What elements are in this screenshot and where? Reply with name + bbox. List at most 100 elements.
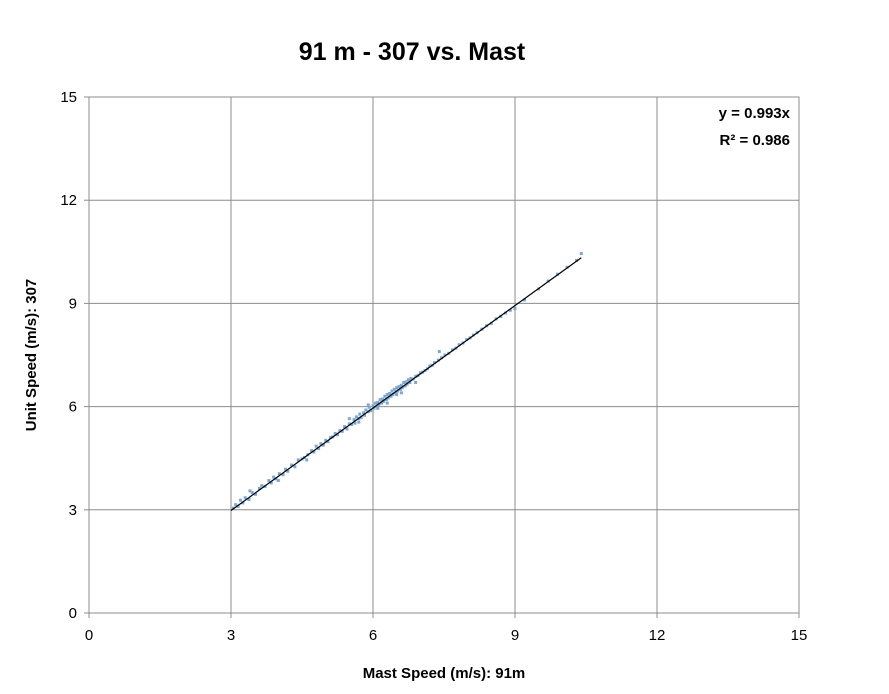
data-point	[364, 408, 368, 412]
data-point	[338, 429, 342, 433]
data-point	[362, 413, 366, 417]
data-point	[309, 449, 313, 453]
y-tick-label: 0	[69, 605, 77, 622]
data-point	[236, 504, 240, 508]
data-point	[428, 364, 432, 368]
y-axis-label: Unit Speed (m/s): 307	[23, 279, 40, 432]
data-point	[436, 358, 440, 362]
trendline	[230, 257, 582, 512]
data-point	[575, 258, 579, 262]
data-point	[399, 383, 403, 387]
data-point	[395, 386, 399, 390]
data-point	[372, 406, 376, 410]
tick-labels: 0 3 6 9 12 15 0 3 6 9 12 15	[60, 89, 807, 644]
data-point	[465, 338, 469, 342]
data-point	[376, 400, 380, 404]
data-point	[324, 438, 328, 442]
data-point	[317, 447, 321, 451]
data-point	[260, 484, 264, 488]
data-point	[250, 491, 254, 495]
data-point	[399, 391, 403, 395]
data-point	[513, 307, 517, 311]
data-point	[402, 381, 406, 385]
data-point	[437, 350, 441, 354]
data-point	[418, 371, 422, 375]
data-point	[362, 411, 366, 415]
y-tick-label: 12	[60, 192, 77, 209]
trendline-group	[230, 257, 582, 512]
data-point	[296, 458, 300, 462]
data-point	[407, 378, 410, 382]
data-point	[391, 393, 395, 397]
x-tick-label: 12	[649, 627, 666, 644]
data-point	[283, 467, 287, 471]
data-point	[343, 425, 347, 429]
chart-title: 91 m - 307 vs. Mast	[299, 38, 526, 66]
data-point	[396, 389, 400, 393]
data-point	[243, 496, 247, 500]
data-point	[451, 348, 455, 352]
y-tick-label: 6	[69, 399, 77, 416]
data-point	[274, 477, 278, 481]
data-points	[231, 252, 583, 510]
x-tick-label: 9	[511, 627, 519, 644]
data-point	[381, 399, 385, 403]
data-point	[389, 394, 393, 398]
y-tick-label: 3	[69, 502, 77, 519]
data-point	[267, 479, 271, 483]
data-point	[380, 397, 384, 401]
data-point	[457, 343, 461, 347]
data-point	[328, 436, 332, 440]
x-tick-label: 15	[791, 627, 808, 644]
data-point	[290, 463, 294, 467]
data-point	[321, 443, 325, 447]
data-point	[414, 381, 418, 385]
x-axis-label: Mast Speed (m/s): 91m	[363, 665, 526, 682]
data-point	[277, 472, 281, 476]
data-point	[286, 469, 290, 473]
data-point	[376, 406, 380, 410]
data-point	[314, 444, 318, 448]
data-point	[358, 412, 362, 416]
x-tick-label: 3	[227, 627, 235, 644]
data-point	[394, 391, 398, 395]
data-point	[350, 422, 354, 426]
data-point	[257, 486, 261, 490]
plot-area-frame	[88, 96, 800, 614]
data-point	[375, 405, 379, 409]
data-point	[385, 393, 389, 397]
data-point	[508, 308, 512, 312]
data-point	[357, 420, 361, 424]
data-point	[385, 401, 389, 405]
data-point	[340, 429, 344, 433]
data-point	[443, 353, 447, 357]
data-point	[248, 489, 252, 493]
data-point	[373, 401, 377, 405]
data-point	[398, 387, 402, 391]
data-point	[281, 473, 285, 477]
trendline-equation: y = 0.993x	[719, 105, 791, 122]
data-point	[397, 385, 401, 389]
data-point	[234, 503, 238, 507]
data-point	[293, 465, 297, 469]
data-point	[238, 498, 242, 502]
data-point	[408, 381, 412, 385]
data-point	[333, 431, 337, 435]
y-tick-label: 9	[69, 295, 77, 312]
data-point	[414, 374, 418, 378]
data-point	[352, 418, 356, 422]
data-point	[392, 387, 396, 391]
x-tick-label: 6	[369, 627, 377, 644]
data-point	[440, 356, 444, 360]
data-point	[354, 415, 358, 419]
data-point	[241, 501, 245, 505]
data-point	[319, 442, 323, 446]
data-point	[366, 403, 370, 407]
data-point	[336, 433, 339, 437]
data-point	[433, 361, 437, 365]
data-point	[367, 405, 371, 409]
data-point	[359, 416, 363, 420]
data-point	[395, 393, 399, 397]
